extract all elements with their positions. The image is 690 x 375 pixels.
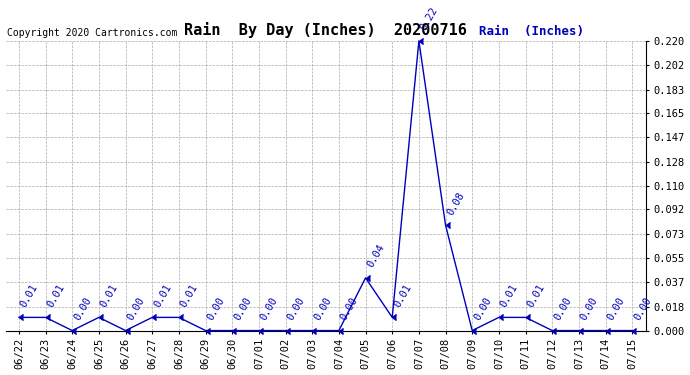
- Text: 0.00: 0.00: [632, 295, 653, 322]
- Text: 0.00: 0.00: [579, 295, 600, 322]
- Text: 0.00: 0.00: [233, 295, 253, 322]
- Text: 0.00: 0.00: [552, 295, 573, 322]
- Text: 0.01: 0.01: [152, 282, 173, 309]
- Title: Rain  By Day (Inches)  20200716: Rain By Day (Inches) 20200716: [184, 22, 467, 38]
- Text: 0.00: 0.00: [286, 295, 307, 322]
- Text: 0.00: 0.00: [259, 295, 280, 322]
- Text: 0.00: 0.00: [206, 295, 227, 322]
- Text: 0.00: 0.00: [126, 295, 147, 322]
- Text: 0.00: 0.00: [472, 295, 493, 322]
- Text: 0.00: 0.00: [339, 295, 360, 322]
- Text: 0.22: 0.22: [419, 6, 440, 32]
- Text: 0.01: 0.01: [19, 282, 40, 309]
- Text: 0.01: 0.01: [499, 282, 520, 309]
- Text: Rain  (Inches): Rain (Inches): [479, 25, 584, 38]
- Text: 0.01: 0.01: [179, 282, 200, 309]
- Text: 0.00: 0.00: [72, 295, 93, 322]
- Text: 0.04: 0.04: [366, 243, 386, 269]
- Text: 0.01: 0.01: [526, 282, 546, 309]
- Text: 0.01: 0.01: [46, 282, 67, 309]
- Text: Copyright 2020 Cartronics.com: Copyright 2020 Cartronics.com: [7, 28, 177, 38]
- Text: 0.00: 0.00: [606, 295, 627, 322]
- Text: 0.08: 0.08: [446, 190, 466, 216]
- Text: 0.01: 0.01: [392, 282, 413, 309]
- Text: 0.00: 0.00: [312, 295, 333, 322]
- Text: 0.01: 0.01: [99, 282, 120, 309]
